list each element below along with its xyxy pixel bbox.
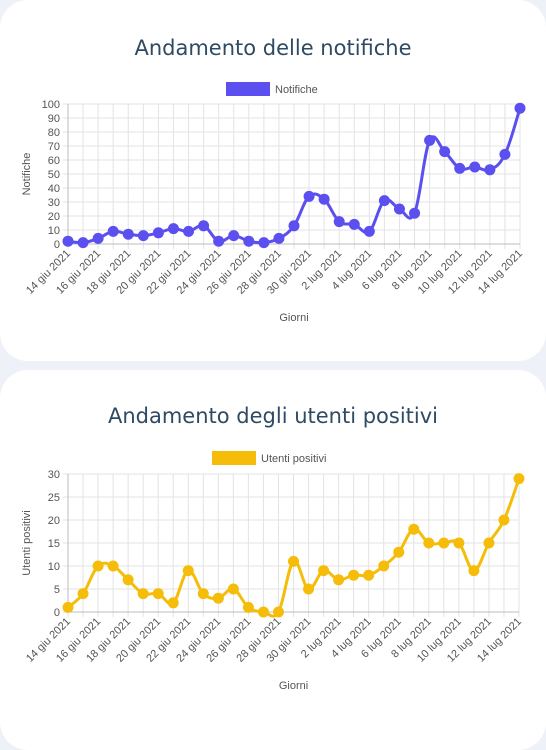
data-point[interactable] (468, 565, 480, 577)
data-point[interactable] (333, 216, 345, 228)
data-point[interactable] (152, 588, 164, 600)
y-tick-label: 10 (48, 561, 60, 573)
data-point[interactable] (77, 237, 89, 249)
legend-label: Notifiche (275, 84, 318, 96)
data-point[interactable] (514, 102, 526, 114)
data-point[interactable] (77, 588, 89, 600)
data-point[interactable] (393, 203, 405, 215)
legend-swatch (212, 451, 256, 465)
data-point[interactable] (227, 583, 239, 595)
data-point[interactable] (183, 225, 195, 237)
grid (63, 473, 520, 617)
x-axis-title: Giorni (279, 312, 308, 324)
y-axis-title: Notifiche (21, 153, 33, 196)
positive-users-card: Andamento degli utenti positivi (0, 370, 546, 750)
positive-users-chart-title: Andamento degli utenti positivi (107, 404, 439, 428)
data-point[interactable] (408, 523, 420, 535)
data-point[interactable] (378, 195, 390, 207)
legend-label: Utenti positivi (261, 453, 326, 465)
data-point[interactable] (228, 230, 240, 242)
data-point[interactable] (122, 574, 134, 586)
data-point[interactable] (288, 220, 300, 232)
data-point[interactable] (197, 588, 209, 600)
y-tick-label: 50 (48, 169, 60, 181)
data-point[interactable] (258, 237, 270, 249)
data-point[interactable] (198, 220, 210, 232)
data-point[interactable] (273, 232, 285, 244)
y-tick-label: 0 (54, 239, 60, 251)
data-point[interactable] (92, 560, 104, 572)
data-point[interactable] (137, 588, 149, 600)
data-point[interactable] (167, 597, 179, 609)
data-point[interactable] (423, 537, 435, 549)
data-point[interactable] (137, 230, 149, 242)
data-point[interactable] (363, 569, 375, 581)
data-point[interactable] (318, 193, 330, 205)
y-tick-label: 25 (48, 492, 60, 504)
data-point[interactable] (92, 232, 104, 244)
data-point[interactable] (484, 164, 496, 176)
notifications-chart-title: Andamento delle notifiche (134, 36, 412, 60)
y-axis-title: Utenti positivi (21, 510, 33, 575)
y-tick-label: 100 (42, 99, 60, 111)
data-point[interactable] (424, 134, 436, 146)
data-point[interactable] (107, 560, 119, 572)
y-tick-label: 0 (54, 607, 60, 619)
data-point[interactable] (483, 537, 495, 549)
y-tick-label: 20 (48, 515, 60, 527)
y-tick-label: 40 (48, 183, 60, 195)
data-point[interactable] (498, 514, 510, 526)
data-point[interactable] (242, 601, 254, 613)
data-point[interactable] (348, 569, 360, 581)
data-point[interactable] (303, 190, 315, 202)
data-point[interactable] (439, 146, 451, 158)
data-point[interactable] (122, 228, 134, 240)
y-tick-label: 20 (48, 211, 60, 223)
y-tick-label: 15 (48, 538, 60, 550)
legend[interactable]: Notifiche (226, 82, 318, 96)
data-point[interactable] (393, 546, 405, 558)
data-point[interactable] (363, 225, 375, 237)
data-point[interactable] (62, 235, 74, 247)
y-tick-label: 60 (48, 155, 60, 167)
data-point[interactable] (303, 583, 315, 595)
data-point[interactable] (513, 473, 525, 485)
data-point[interactable] (62, 601, 74, 613)
data-point[interactable] (272, 606, 284, 618)
y-tick-label: 30 (48, 197, 60, 209)
data-point[interactable] (182, 565, 194, 577)
data-point[interactable] (107, 225, 119, 237)
x-axis-title: Giorni (279, 680, 308, 692)
data-point[interactable] (454, 162, 466, 174)
data-point[interactable] (438, 537, 450, 549)
legend[interactable]: Utenti positivi (212, 451, 326, 465)
y-tick-label: 10 (48, 225, 60, 237)
data-point[interactable] (409, 207, 421, 219)
data-point[interactable] (348, 218, 360, 230)
y-tick-label: 80 (48, 127, 60, 139)
data-point[interactable] (453, 537, 465, 549)
data-point[interactable] (152, 227, 164, 239)
data-point[interactable] (469, 161, 481, 173)
y-tick-label: 30 (48, 469, 60, 481)
data-point[interactable] (288, 555, 299, 567)
y-tick-label: 70 (48, 141, 60, 153)
data-point[interactable] (243, 235, 255, 247)
data-point[interactable] (257, 606, 269, 618)
y-tick-label: 5 (54, 584, 60, 596)
data-point[interactable] (318, 565, 330, 577)
legend-swatch (226, 82, 270, 96)
data-point[interactable] (378, 560, 390, 572)
data-point[interactable] (167, 223, 179, 235)
data-point[interactable] (499, 148, 511, 160)
data-point[interactable] (213, 235, 225, 247)
y-tick-label: 90 (48, 113, 60, 125)
notifications-card: Andamento delle notifiche (0, 0, 546, 361)
data-point[interactable] (212, 592, 224, 604)
data-point[interactable] (333, 574, 345, 586)
